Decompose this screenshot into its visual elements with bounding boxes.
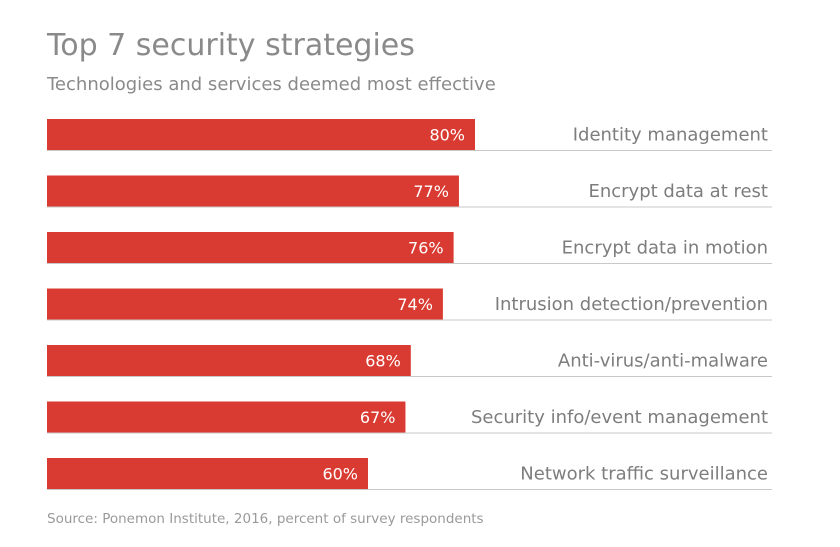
bar-value-label: 67% [360, 408, 396, 427]
chart-title: Top 7 security strategies [47, 28, 415, 63]
bar [47, 175, 459, 207]
bar-value-label: 68% [365, 352, 401, 371]
bar-row: 68% Anti-virus/anti-malware [47, 345, 772, 377]
bar-row: 80% Identity management [47, 119, 772, 151]
category-label: Encrypt data at rest [588, 181, 768, 202]
category-label: Encrypt data in motion [562, 238, 768, 259]
bar [47, 458, 368, 489]
category-label: Identity management [573, 125, 768, 146]
bar [47, 232, 454, 263]
bar-row: 77% Encrypt data at rest [47, 175, 772, 208]
bar-value-label: 80% [429, 126, 465, 145]
bar-row: 67% Security info/event management [47, 401, 772, 434]
category-label: Anti-virus/anti-malware [558, 351, 768, 372]
bar-row: 76% Encrypt data in motion [47, 232, 772, 264]
category-label: Intrusion detection/prevention [495, 294, 768, 315]
bar [47, 345, 411, 376]
category-label: Security info/event management [471, 407, 768, 428]
chart-source: Source: Ponemon Institute, 2016, percent… [47, 511, 484, 527]
bar-row: 74% Intrusion detection/prevention [47, 288, 772, 321]
category-label: Network traffic surveillance [520, 464, 768, 485]
bar-value-label: 60% [322, 465, 358, 484]
bar-value-label: 74% [397, 295, 433, 314]
bar-value-label: 76% [408, 239, 444, 258]
chart-subtitle: Technologies and services deemed most ef… [47, 74, 496, 95]
bar-row: 60% Network traffic surveillance [47, 458, 772, 490]
bar [47, 288, 443, 320]
bar [47, 401, 406, 433]
bar [47, 119, 475, 150]
bar-value-label: 77% [413, 182, 449, 201]
